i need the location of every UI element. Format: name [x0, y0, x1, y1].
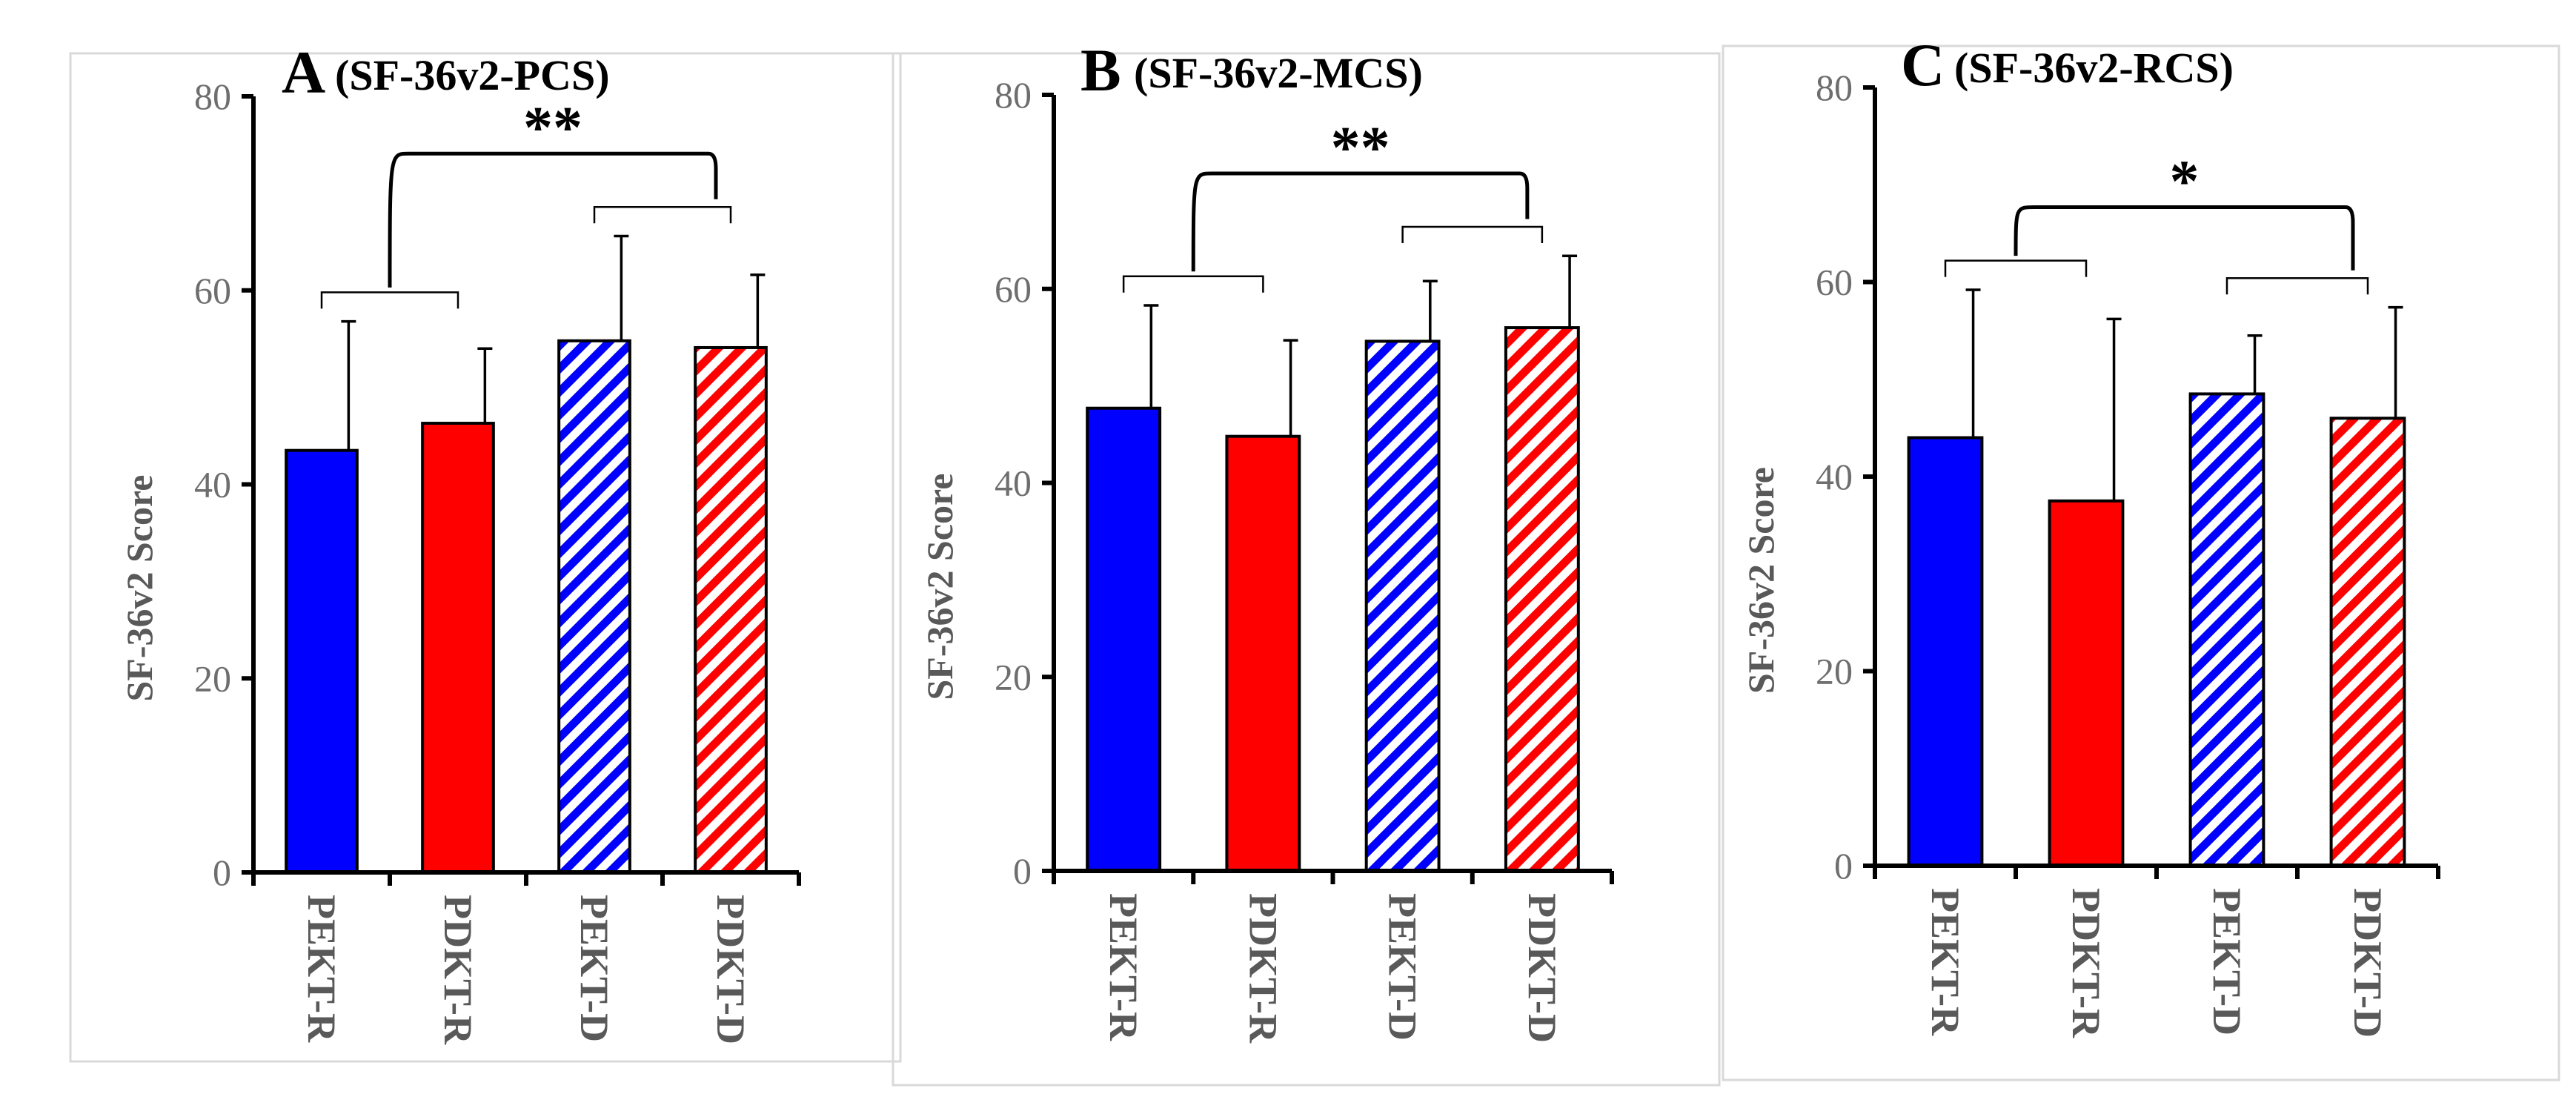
comparison-bracket-r	[320, 291, 459, 309]
bar-pdkt-d	[2329, 417, 2406, 867]
bar-pekt-r	[285, 448, 359, 874]
x-tick-label: PEKT-R	[1923, 888, 1968, 1036]
error-bar-pekt-d	[2247, 334, 2263, 394]
y-axis-label: SF-36v2 Score	[919, 474, 960, 700]
panel-frame	[892, 52, 1721, 1087]
y-tick-label: 80	[1816, 67, 1853, 108]
bar-pekt-r	[1086, 406, 1162, 872]
error-bar-pdkt-d	[1562, 254, 1578, 328]
error-bar-pekt-r	[1965, 288, 1981, 438]
y-tick-label: 80	[194, 76, 231, 117]
bar-pekt-r	[1907, 436, 1984, 867]
x-tick-label: PDKT-D	[2346, 888, 2390, 1038]
x-tick-label: PEKT-R	[1101, 893, 1146, 1041]
bar-pekt-d	[2188, 392, 2265, 867]
error-bar-pdkt-d	[750, 274, 766, 348]
significance-label: *	[2170, 149, 2200, 214]
x-tick-label: PEKT-R	[299, 895, 344, 1043]
y-tick-label: 60	[995, 268, 1032, 310]
bar-pdkt-r	[2048, 499, 2125, 867]
bar-pdkt-d	[694, 345, 768, 874]
error-bar-pekt-d	[614, 234, 629, 341]
panel-title: (SF-36v2-MCS)	[1134, 49, 1423, 97]
y-tick-label: 40	[1816, 456, 1853, 497]
y-tick-label: 60	[1816, 262, 1853, 303]
significance-label: **	[1331, 116, 1390, 181]
comparison-bracket-d	[1401, 225, 1544, 243]
error-bar-pdkt-r	[477, 347, 493, 424]
y-tick-label: 80	[995, 74, 1032, 116]
significance-label: **	[523, 96, 582, 161]
y-axis-label: SF-36v2 Score	[1740, 467, 1782, 694]
y-tick-label: 20	[1816, 651, 1853, 692]
panel-letter: C	[1901, 31, 1945, 99]
bar-pdkt-d	[1504, 326, 1580, 873]
bar-pdkt-r	[421, 422, 495, 874]
comparison-bracket-r	[1122, 275, 1264, 293]
y-tick-label: 60	[194, 270, 231, 311]
panel-frame	[1722, 44, 2560, 1081]
comparison-bracket-r	[1944, 259, 2088, 277]
y-axis-label: SF-36v2 Score	[119, 475, 160, 702]
error-bar-pekt-r	[1143, 304, 1159, 408]
panel-letter: A	[282, 39, 325, 106]
x-tick-label: PEKT-D	[2205, 888, 2249, 1035]
x-tick-label: PDKT-R	[436, 895, 480, 1045]
comparison-bracket-groups	[1191, 171, 1530, 272]
panel-letter: B	[1080, 36, 1121, 104]
x-tick-label: PDKT-D	[708, 895, 753, 1044]
y-tick-label: 20	[995, 656, 1032, 697]
x-tick-label: PEKT-D	[1381, 893, 1425, 1041]
y-tick-label: 0	[1834, 845, 1853, 886]
panel-frame	[69, 52, 902, 1063]
x-tick-label: PEKT-D	[572, 895, 617, 1042]
error-bar-pekt-d	[1422, 279, 1438, 342]
error-bar-pdkt-r	[1283, 339, 1298, 437]
y-tick-label: 40	[995, 463, 1032, 504]
panel-title: (SF-36v2-RCS)	[1954, 44, 2234, 92]
bar-pdkt-r	[1225, 434, 1301, 872]
panel-title: (SF-36v2-PCS)	[335, 51, 610, 99]
y-tick-label: 0	[213, 852, 231, 893]
chart-panel-c: C (SF-36v2-RCS) SF-36v2 Score 0 20 40 60 80 PEKT…	[1722, 31, 2560, 1081]
chart-panel-b: B (SF-36v2-MCS) SF-36v2 Score 0 20 40 60 80 PEKT…	[892, 36, 1721, 1087]
bar-pekt-d	[557, 339, 631, 874]
bar-pekt-d	[1364, 339, 1441, 872]
comparison-bracket-groups	[388, 151, 718, 288]
error-bar-pdkt-d	[2388, 305, 2403, 419]
x-tick-label: PDKT-R	[2064, 888, 2108, 1038]
y-tick-label: 20	[194, 657, 231, 699]
error-bar-pekt-r	[341, 319, 356, 451]
y-tick-label: 40	[194, 464, 231, 506]
x-tick-label: PDKT-D	[1520, 893, 1564, 1043]
comparison-bracket-d	[593, 205, 732, 224]
y-tick-label: 0	[1013, 850, 1032, 892]
x-tick-label: PDKT-R	[1241, 893, 1285, 1044]
error-bar-pdkt-r	[2106, 317, 2122, 501]
comparison-bracket-d	[2225, 277, 2369, 295]
comparison-bracket-groups	[2014, 205, 2355, 271]
chart-panel-a: A (SF-36v2-PCS) SF-36v2 Score 0 20 40 60 80 PEKT…	[69, 39, 902, 1063]
